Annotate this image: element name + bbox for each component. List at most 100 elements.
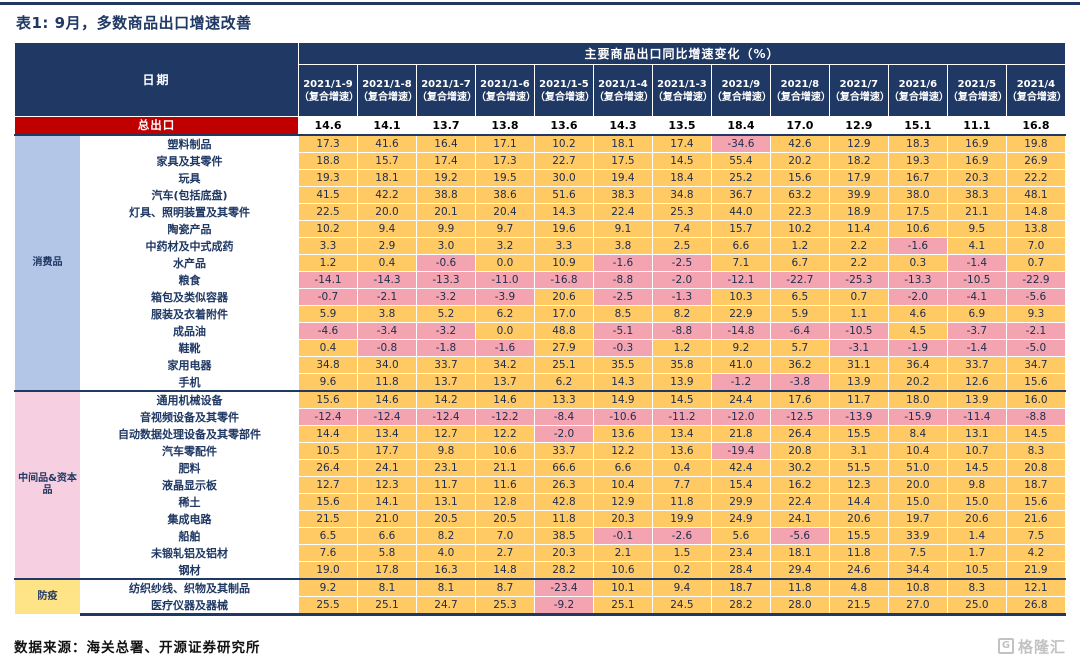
total-value-cell: 14.1 [357,116,417,135]
value-cell: 25.2 [710,168,771,187]
value-cell: 26.3 [533,475,594,494]
value-cell: -12.5 [769,407,830,426]
value-cell: 14.6 [474,389,535,409]
value-cell: 26.4 [298,458,358,477]
value-cell: 9.4 [651,577,712,597]
column-header: 2021/1-7 （复合增速） [415,64,477,117]
value-cell: 1.1 [828,304,889,323]
value-cell: 17.3 [298,133,358,153]
table-row: 中药材及中式成药 3.3 2.9 3.0 3.2 3.3 3.8 2.5 6.6 1.2 2.2 -1… [15,236,1067,255]
item-label: 液晶显示板 [79,475,300,494]
value-cell: 22.5 [298,202,358,221]
value-cell: 34.8 [298,355,358,374]
item-label: 未锻轧铝及铝材 [79,543,300,562]
value-cell: 9.3 [1005,304,1067,323]
table-row: 肥料 26.4 24.1 23.1 21.1 66.6 6.6 0.4 42.4 30.2 51.5… [15,458,1067,477]
value-cell: 0.4 [298,338,358,357]
value-cell: 0.0 [474,321,535,340]
value-cell: 20.8 [1005,458,1067,477]
value-cell: 13.7 [415,372,476,391]
total-value-cell: 12.9 [828,116,889,135]
table-row: 家用电器 34.8 34.0 33.7 34.2 25.1 35.5 35.8 41.0 36.2… [15,355,1067,374]
value-cell: 29.9 [710,492,771,511]
value-cell: 5.7 [769,338,830,357]
item-label: 肥料 [79,458,300,477]
value-cell: 3.0 [415,236,476,255]
table-row: 防疫 纺织纱线、织物及其制品 9.2 8.1 8.1 8.7 -23.4 10.1 9.4 18.… [14,577,1067,615]
value-cell: -1.9 [887,338,948,357]
value-cell: 11.4 [828,219,889,238]
value-cell: 2.2 [828,253,889,272]
value-cell: 25.1 [357,595,417,616]
value-cell: 25.1 [592,595,653,616]
table-title: 表1: 9月，多数商品出口增速改善 [16,14,252,32]
value-cell: 22.7 [533,151,594,170]
value-cell: 15.6 [298,492,358,511]
value-cell: 13.4 [651,424,712,443]
value-cell: -0.3 [592,338,653,357]
item-label: 灯具、照明装置及其零件 [79,202,300,221]
value-cell: 9.1 [592,219,653,238]
value-cell: 10.6 [592,560,653,579]
top-divider-rule [0,2,1080,5]
value-cell: 9.5 [946,219,1007,238]
date-column-header: 日期 [13,42,300,117]
value-cell: 8.2 [651,304,712,323]
table-row: 自动数据处理设备及其零部件 14.4 13.4 12.7 12.2 -2.0 13.6 13.… [15,424,1067,443]
value-cell: 14.1 [357,492,417,511]
item-label: 钢材 [79,560,300,579]
value-cell: -11.2 [651,407,712,426]
value-cell: 23.1 [415,458,476,477]
value-cell: -2.6 [651,526,712,545]
total-value-cell: 17.0 [769,116,830,135]
value-cell: 20.2 [769,151,830,170]
value-cell: -3.9 [474,287,535,306]
table-row: 钢材 19.0 17.8 16.3 14.8 28.2 10.6 0.2 28.4 29.4 24.… [15,560,1067,579]
value-cell: -25.3 [828,270,889,289]
value-cell: 13.7 [474,372,535,391]
value-cell: 14.6 [357,389,417,409]
value-cell: 0.3 [887,253,948,272]
value-cell: 22.2 [1005,168,1067,187]
value-cell: 10.4 [887,441,948,460]
value-cell: 30.0 [533,168,594,187]
value-cell: 7.0 [1005,236,1067,255]
table-row: 手机 9.6 11.8 13.7 13.7 6.2 14.3 13.9 -1.2 -3.8 13.9… [15,372,1067,391]
value-cell: 20.8 [769,441,830,460]
value-cell: 25.5 [298,595,358,616]
value-cell: 11.6 [474,475,535,494]
value-cell: 18.1 [357,168,417,187]
value-cell: 12.3 [357,475,417,494]
report-page: 表1: 9月，多数商品出口增速改善 日期 主要商品出口同比增速变化（%） 2021/… [0,12,1080,657]
value-cell: -2.1 [357,287,417,306]
item-label: 中药材及中式成药 [79,236,300,255]
value-cell: 55.4 [710,151,771,170]
table-row: 液晶显示板 12.7 12.3 11.7 11.6 26.3 10.4 7.7 15.4 16.2… [15,475,1067,494]
value-cell: 34.0 [357,355,417,374]
item-label: 医疗仪器及器械 [79,595,300,616]
value-cell: 8.1 [357,577,417,597]
value-cell: 6.2 [474,304,535,323]
value-cell: -5.1 [592,321,653,340]
column-header: 2021/5 （复合增速） [946,64,1008,117]
value-cell: 41.0 [710,355,771,374]
value-cell: 24.5 [651,595,712,616]
value-cell: -4.6 [298,321,358,340]
value-cell: -3.2 [415,287,476,306]
value-cell: 0.2 [651,560,712,579]
value-cell: -3.8 [769,372,830,391]
value-cell: 17.8 [357,560,417,579]
value-cell: 6.5 [769,287,830,306]
footer: 数据来源：海关总署、开源证券研究所 G 格隆汇 [14,636,1066,657]
value-cell: 16.4 [415,133,476,153]
value-cell: 10.7 [946,441,1007,460]
value-cell: 35.8 [651,355,712,374]
value-cell: -1.6 [887,236,948,255]
value-cell: 14.5 [651,151,712,170]
value-cell: 21.1 [946,202,1007,221]
value-cell: 20.3 [533,543,594,562]
value-cell: 6.6 [357,526,417,545]
value-cell: 0.4 [357,253,417,272]
value-cell: 12.1 [1005,577,1067,597]
value-cell: 29.4 [769,560,830,579]
